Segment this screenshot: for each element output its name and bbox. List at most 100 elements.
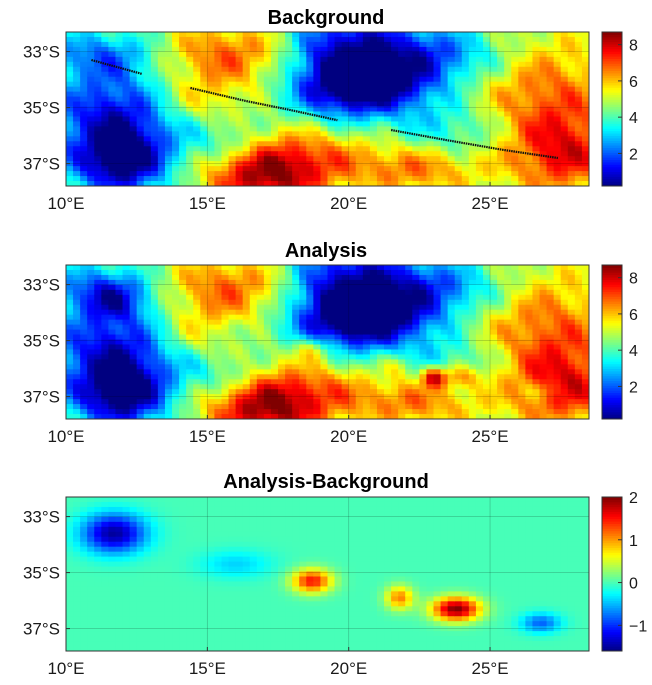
heatmap-cell: [228, 404, 237, 410]
heatmap-cell: [518, 56, 526, 63]
map-area[interactable]: 10°E 15°E 20°E 25°E33°S35°S37°S: [23, 264, 590, 446]
heatmap-cell: [405, 76, 413, 83]
heatmap-cell: [292, 294, 300, 301]
heatmap-cell: [497, 46, 505, 53]
heatmap-cell: [157, 111, 166, 118]
heatmap-cell: [200, 111, 208, 118]
heatmap-cell: [546, 171, 555, 177]
heatmap-cell: [87, 389, 95, 395]
heatmap-cell: [334, 156, 343, 162]
heatmap-cell: [412, 399, 420, 405]
heatmap-cell: [405, 161, 413, 167]
heatmap-cell: [228, 334, 237, 341]
heatmap-cell: [108, 66, 117, 73]
heatmap-cell: [115, 344, 124, 351]
heatmap-cell: [574, 349, 583, 356]
heatmap-cell: [546, 404, 555, 410]
heatmap-cell: [256, 414, 265, 419]
heatmap-cell: [207, 339, 216, 346]
heatmap-cell: [327, 274, 336, 281]
heatmap-cell: [468, 151, 477, 157]
colorbar-swatch: [602, 373, 622, 377]
heatmap-cell: [157, 274, 166, 281]
heatmap-cell: [412, 176, 420, 182]
heatmap-cell: [391, 329, 399, 336]
heatmap-cell: [256, 176, 265, 182]
heatmap-cell: [334, 284, 343, 291]
heatmap-cell: [143, 41, 152, 48]
heatmap-cell: [256, 409, 265, 415]
heatmap-cell: [412, 269, 420, 276]
heatmap-cell: [249, 81, 258, 88]
heatmap-cell: [101, 66, 110, 73]
heatmap-cell: [482, 121, 491, 127]
heatmap-cell: [94, 556, 102, 563]
heatmap-cell: [518, 394, 526, 400]
heatmap-cell: [129, 101, 138, 108]
heatmap-cell: [320, 61, 329, 68]
heatmap-cell: [369, 359, 378, 365]
heatmap-cell: [504, 171, 512, 177]
heatmap-cell: [115, 151, 124, 157]
heatmap-cell: [560, 136, 569, 142]
heatmap-cell: [405, 334, 413, 341]
heatmap-cell: [313, 329, 322, 336]
heatmap-cell: [285, 299, 293, 306]
heatmap-cell: [313, 151, 322, 157]
heatmap-cell: [200, 36, 208, 43]
heatmap-cell: [362, 404, 371, 410]
heatmap-cell: [398, 404, 406, 410]
heatmap-cell: [320, 339, 329, 346]
heatmap-cell: [242, 274, 251, 281]
heatmap-cell: [327, 399, 336, 405]
heatmap-cell: [242, 314, 251, 321]
map-area[interactable]: 10°E 15°E 20°E 25°E33°S35°S37°S: [23, 496, 590, 678]
heatmap-cell: [398, 151, 406, 157]
heatmap-cell: [391, 384, 399, 390]
heatmap-cell: [143, 71, 152, 78]
heatmap-cell: [101, 265, 110, 271]
heatmap-cell: [278, 81, 286, 88]
heatmap-cell: [115, 324, 124, 331]
heatmap-cell: [546, 289, 555, 296]
heatmap-cell: [80, 126, 88, 132]
heatmap-cell: [80, 51, 88, 58]
heatmap-cell: [433, 41, 442, 48]
heatmap-cell: [518, 384, 526, 390]
heatmap-cell: [101, 389, 110, 395]
heatmap-cell: [200, 166, 208, 172]
heatmap-cell: [497, 309, 505, 316]
heatmap-cell: [369, 32, 378, 38]
heatmap-cell: [101, 176, 110, 182]
heatmap-cell: [80, 299, 88, 306]
map-area[interactable]: 10°E 15°E 20°E 25°E33°S35°S37°S: [23, 31, 590, 213]
heatmap-cell: [299, 299, 307, 306]
heatmap-cell: [143, 121, 152, 127]
heatmap-cell: [179, 61, 187, 68]
heatmap-cell: [419, 394, 428, 400]
heatmap-cell: [546, 166, 555, 172]
heatmap-cell: [278, 329, 286, 336]
heatmap-cell: [122, 131, 131, 137]
heatmap-cell: [376, 379, 385, 385]
heatmap-cell: [228, 409, 237, 415]
heatmap-cell: [172, 265, 180, 271]
heatmap-cell: [532, 324, 541, 331]
heatmap-cell: [320, 126, 329, 132]
heatmap-cell: [136, 339, 145, 346]
heatmap-cell: [398, 265, 406, 271]
heatmap-cell: [334, 314, 343, 321]
heatmap-cell: [461, 354, 470, 360]
heatmap-cell: [263, 56, 272, 63]
heatmap-cell: [567, 304, 576, 311]
heatmap-cell: [80, 561, 88, 568]
heatmap-cell: [73, 141, 81, 147]
heatmap-cell: [285, 304, 293, 311]
heatmap-cell: [355, 116, 364, 123]
heatmap-cell: [490, 131, 498, 137]
heatmap-cell: [122, 61, 131, 68]
heatmap-cell: [348, 116, 357, 123]
heatmap-cell: [504, 36, 512, 43]
heatmap-cell: [433, 274, 442, 281]
heatmap-cell: [186, 141, 194, 147]
